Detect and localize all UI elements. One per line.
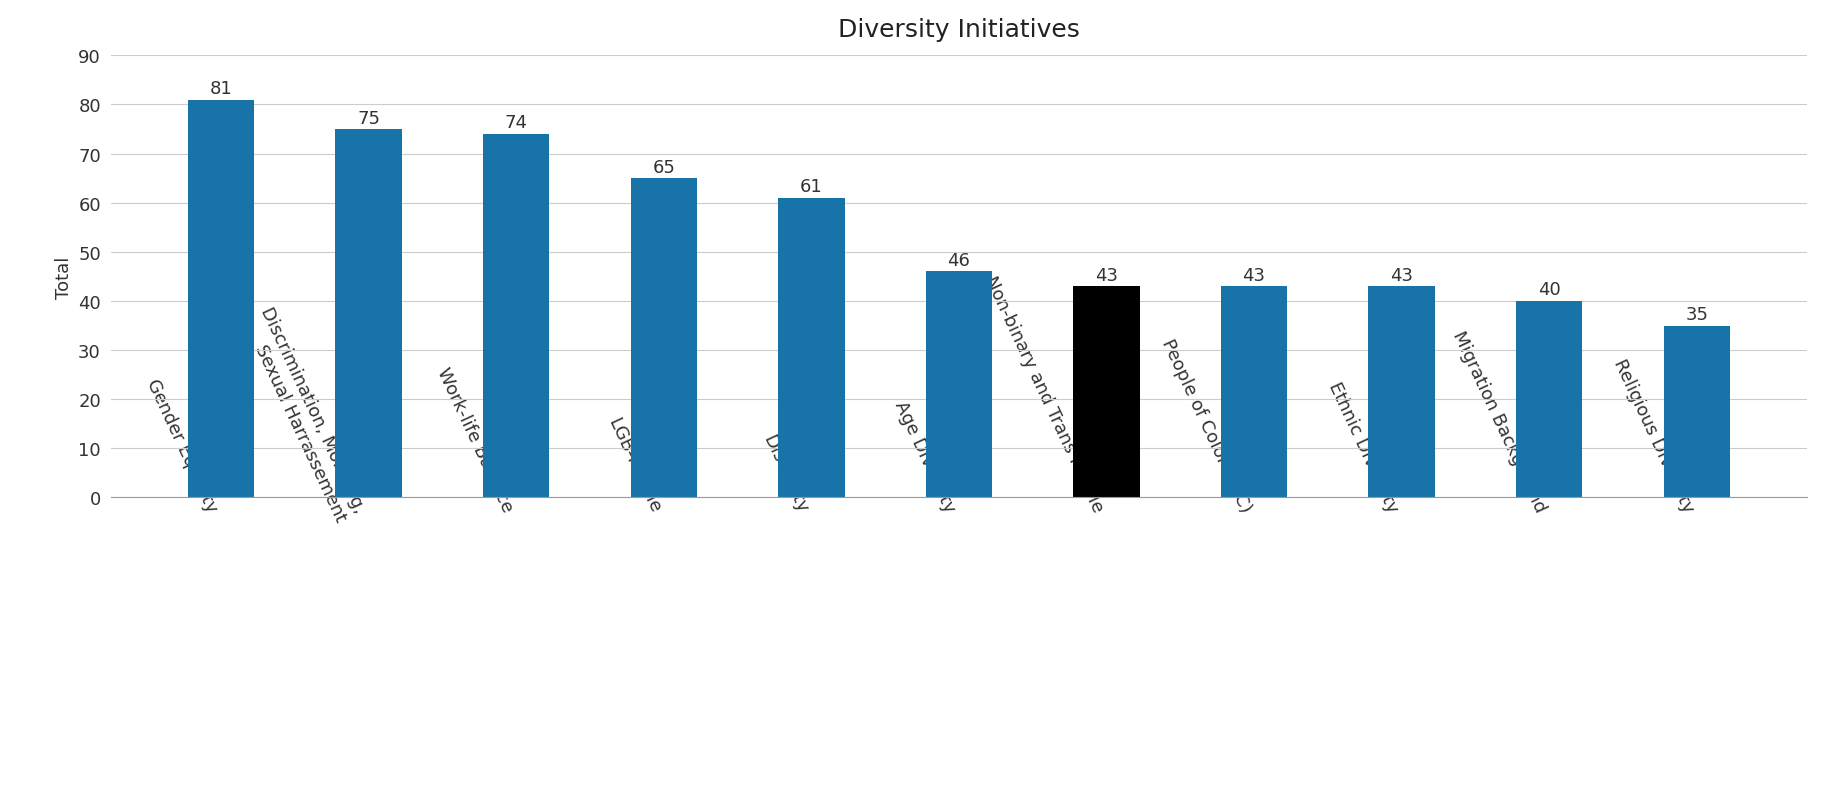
Text: 43: 43 bbox=[1390, 267, 1413, 284]
Text: 35: 35 bbox=[1685, 306, 1708, 324]
Text: 40: 40 bbox=[1538, 281, 1560, 299]
Text: 65: 65 bbox=[653, 158, 675, 177]
Text: 61: 61 bbox=[800, 178, 822, 196]
Bar bbox=[1663, 326, 1730, 498]
Bar bbox=[483, 135, 550, 498]
Text: 75: 75 bbox=[358, 109, 380, 128]
Bar bbox=[631, 179, 697, 498]
Text: 43: 43 bbox=[1243, 267, 1265, 284]
Bar bbox=[188, 100, 254, 498]
Text: 43: 43 bbox=[1095, 267, 1117, 284]
Bar bbox=[926, 272, 992, 498]
Bar bbox=[1073, 287, 1140, 498]
Bar bbox=[1221, 287, 1287, 498]
Text: 81: 81 bbox=[210, 80, 232, 98]
Title: Diversity Initiatives: Diversity Initiatives bbox=[837, 18, 1081, 42]
Bar bbox=[1368, 287, 1435, 498]
Bar bbox=[336, 130, 402, 498]
Bar bbox=[1516, 302, 1582, 498]
Bar bbox=[778, 198, 845, 498]
Y-axis label: Total: Total bbox=[55, 256, 72, 298]
Text: 46: 46 bbox=[948, 251, 970, 270]
Text: 74: 74 bbox=[505, 114, 527, 132]
